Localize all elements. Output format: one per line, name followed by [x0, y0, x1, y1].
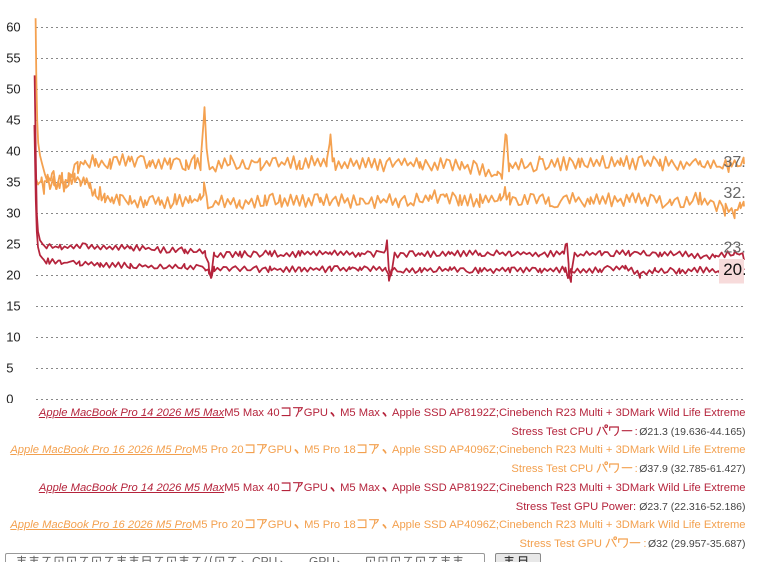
svg-text:45: 45: [6, 112, 20, 127]
svg-text:55: 55: [6, 50, 20, 65]
svg-text:10: 10: [6, 329, 20, 344]
svg-text:23.7: 23.7: [724, 240, 755, 257]
svg-text:20.8: 20.8: [723, 260, 756, 279]
svg-text:20: 20: [6, 267, 20, 282]
svg-text:CPU: CPU: [252, 555, 277, 562]
svg-text:25: 25: [6, 236, 20, 251]
svg-text:60: 60: [6, 19, 20, 34]
svg-text:40: 40: [6, 143, 20, 158]
svg-text:37.9: 37.9: [724, 154, 755, 171]
svg-text:50: 50: [6, 81, 20, 96]
svg-text:GPU: GPU: [309, 555, 335, 562]
svg-text:35: 35: [6, 174, 20, 189]
svg-text:5: 5: [6, 360, 13, 375]
svg-text:0: 0: [6, 391, 13, 403]
svg-text:32.4: 32.4: [724, 185, 755, 202]
svg-text:15: 15: [6, 298, 20, 313]
svg-text:30: 30: [6, 205, 20, 220]
